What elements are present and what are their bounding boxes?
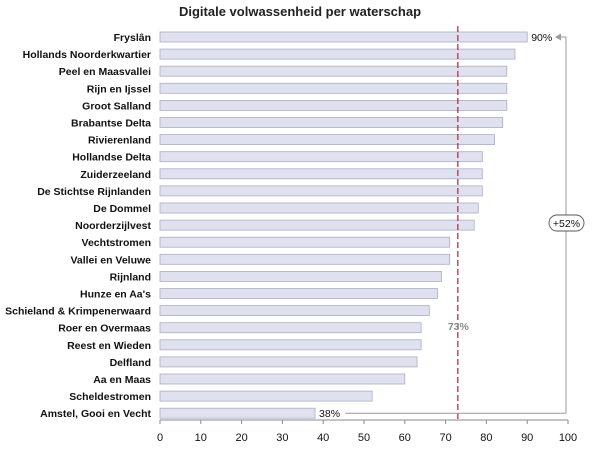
category-label: Zuiderzeeland [80, 169, 151, 181]
bar [159, 339, 422, 351]
category-label: Vallei en Veluwe [70, 254, 151, 266]
bar [159, 407, 316, 419]
x-tick-label: 40 [317, 432, 329, 444]
category-label: Schieland & Krimpenerwaard [5, 306, 151, 318]
category-label: Hunze en Aa's [80, 289, 151, 301]
x-tick-label: 70 [439, 432, 451, 444]
bar [159, 390, 373, 402]
category-label: Fryslân [114, 32, 151, 44]
data-label-min: 38% [319, 408, 340, 420]
bar [159, 82, 508, 94]
category-label: Brabantse Delta [71, 118, 151, 130]
bar [159, 288, 438, 299]
bar [159, 322, 422, 334]
difference-label: +52% [553, 218, 580, 230]
average-label: 73% [448, 321, 470, 333]
difference-badge [548, 214, 585, 232]
category-label: Rijn en Ijssel [87, 83, 151, 95]
category-label: Groot Salland [82, 100, 151, 112]
x-tick-label: 0 [157, 432, 163, 444]
category-label: De Stichtse Rijnlanden [37, 186, 151, 198]
bar [159, 305, 430, 317]
x-tick-label: 60 [399, 432, 411, 444]
bar [159, 219, 475, 231]
chart-title: Digitale volwassenheid per waterschap [179, 4, 421, 19]
bar [159, 117, 504, 128]
bar [159, 31, 528, 43]
category-label: Aa en Maas [93, 374, 151, 386]
category-label: Hollands Noorderkwartier [23, 49, 151, 61]
category-label: Hollandse Delta [72, 152, 151, 164]
category-label: Amstel, Gooi en Vecht [40, 408, 151, 420]
category-label: Reest en Wieden [67, 340, 151, 352]
category-label: De Dommel [93, 203, 151, 215]
category-label: Delfland [110, 357, 151, 369]
x-tick-label: 90 [521, 432, 533, 444]
bar [159, 270, 442, 282]
x-tick-label: 10 [195, 432, 207, 444]
x-tick-label: 30 [276, 432, 288, 444]
bar [159, 202, 479, 214]
bar [159, 185, 483, 197]
x-tick-label: 20 [235, 432, 247, 444]
bar [159, 236, 451, 248]
bracket-arrow-icon [555, 33, 561, 41]
bar [159, 356, 418, 368]
bar [159, 65, 508, 77]
category-label: Rivierenland [88, 135, 151, 147]
category-label: Scheldestromen [69, 391, 151, 403]
category-label: Rijnland [110, 271, 151, 283]
bar [159, 253, 451, 265]
bar [159, 151, 483, 163]
x-tick-label: 80 [480, 432, 492, 444]
x-tick-label: 100 [559, 432, 577, 444]
data-label-max: 90% [531, 32, 552, 44]
category-label: Noorderzijlvest [75, 220, 151, 232]
bar [159, 168, 483, 180]
category-label: Vechtstromen [82, 237, 151, 249]
bar [159, 48, 516, 60]
x-tick-label: 50 [358, 432, 370, 444]
bar [159, 100, 508, 111]
category-label: Roer en Overmaas [58, 323, 151, 335]
bar [159, 373, 406, 385]
category-label: Peel en Maasvallei [59, 66, 151, 78]
bar [159, 134, 495, 146]
